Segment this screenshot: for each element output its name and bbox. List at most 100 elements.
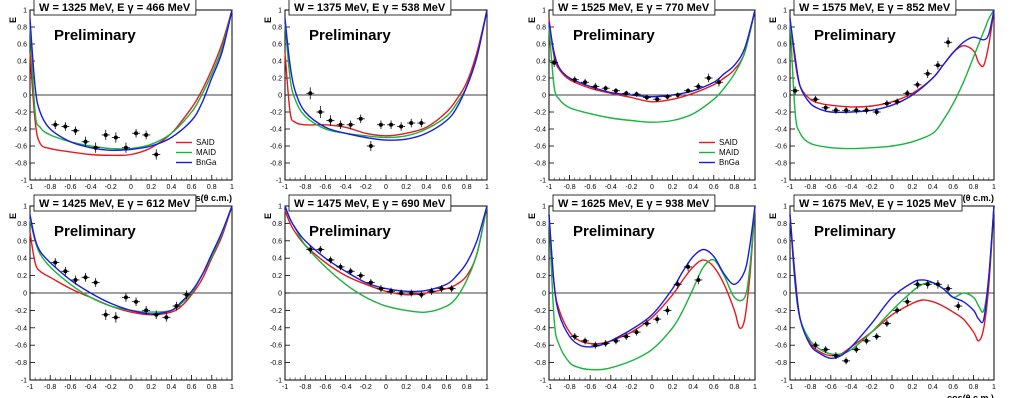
x-tick-label: 0.6 bbox=[948, 184, 958, 191]
x-tick-label: 0.4 bbox=[167, 184, 177, 191]
y-tick-label: -0.8 bbox=[534, 360, 546, 367]
data-point bbox=[338, 122, 343, 127]
data-point bbox=[154, 152, 159, 157]
x-tick-label: 1 bbox=[485, 184, 489, 191]
data-point bbox=[644, 95, 649, 100]
data-point bbox=[103, 312, 108, 317]
y-tick-label: 0 bbox=[542, 291, 546, 298]
y-tick-label: 0.6 bbox=[777, 42, 787, 49]
x-tick-label: -0.6 bbox=[584, 384, 596, 391]
data-point bbox=[935, 63, 940, 68]
data-point bbox=[675, 93, 680, 97]
data-point bbox=[552, 60, 557, 65]
data-point bbox=[93, 145, 98, 150]
chart-panel-4: -1 -0.8 -0.6 -0.4 -0.2 0 0.2 0.4 0.6 0.8 1 -1 -0.8 -0… bbox=[768, 0, 996, 203]
data-point bbox=[572, 334, 577, 339]
y-tick-label: 0.2 bbox=[536, 76, 546, 83]
y-tick-label: -0.4 bbox=[534, 127, 546, 134]
x-tick-label: -0.4 bbox=[340, 384, 352, 391]
y-tick-label: -0.8 bbox=[15, 360, 27, 367]
panel-title-box bbox=[552, 0, 716, 16]
data-point bbox=[113, 315, 118, 320]
y-tick-label: -1 bbox=[540, 178, 546, 185]
panel-title-box bbox=[288, 0, 452, 16]
x-tick-label: -0.8 bbox=[299, 184, 311, 191]
series-line-said bbox=[29, 205, 233, 316]
chart-panel-5: -1 -0.8 -0.6 -0.4 -0.2 0 0.2 0.4 0.6 0.8 1 -1 -0.8 -0… bbox=[8, 194, 234, 391]
data-point bbox=[675, 282, 680, 287]
panel-title-text: W = 1575 MeV, E γ = 852 MeV bbox=[799, 2, 951, 14]
y-tick-label: -0.6 bbox=[15, 343, 27, 350]
chart-panel-7: -1 -0.8 -0.6 -0.4 -0.2 0 0.2 0.4 0.6 0.8 1 -1 -0.8 -0… bbox=[527, 194, 757, 391]
data-point bbox=[644, 321, 649, 326]
data-point bbox=[399, 124, 404, 129]
x-tick-label: -0.2 bbox=[866, 184, 878, 191]
data-point bbox=[884, 321, 889, 326]
y-tick-label: -0.4 bbox=[534, 325, 546, 332]
y-tick-label: -0.6 bbox=[270, 144, 282, 151]
data-point bbox=[833, 108, 838, 113]
data-point bbox=[93, 280, 98, 285]
y-axis-label: E bbox=[263, 213, 273, 219]
preliminary-label: Preliminary bbox=[309, 223, 391, 240]
y-tick-label: 0.8 bbox=[777, 221, 787, 228]
data-point bbox=[813, 343, 818, 348]
data-point bbox=[308, 91, 313, 96]
series-line-maid bbox=[789, 9, 995, 150]
x-tick-label: -0.8 bbox=[44, 384, 56, 391]
x-tick-label: 0.4 bbox=[928, 384, 938, 391]
legend-entry: SAID bbox=[719, 138, 738, 147]
y-tick-label: -0.4 bbox=[270, 325, 282, 332]
data-point bbox=[154, 312, 159, 317]
y-axis-label: E bbox=[768, 17, 778, 23]
x-tick-label: -0.8 bbox=[44, 184, 56, 191]
data-point bbox=[593, 343, 598, 348]
panel-title: W = 1375 MeV, E γ = 538 MeV bbox=[288, 0, 452, 16]
legend-entry: MAID bbox=[196, 148, 216, 157]
panel-title-text: W = 1375 MeV, E γ = 538 MeV bbox=[294, 2, 446, 14]
y-tick-label: 1 bbox=[542, 204, 546, 211]
data-point bbox=[174, 304, 179, 309]
y-tick-label: 0.4 bbox=[777, 59, 787, 66]
data-point bbox=[134, 299, 139, 304]
x-tick-label: -0.2 bbox=[105, 184, 117, 191]
data-point bbox=[905, 91, 910, 96]
data-point bbox=[123, 295, 128, 300]
y-tick-label: -0.8 bbox=[270, 161, 282, 168]
data-point bbox=[603, 86, 608, 91]
x-tick-label: 0.8 bbox=[207, 184, 217, 191]
data-point bbox=[429, 289, 434, 294]
y-tick-label: 1 bbox=[278, 204, 282, 211]
data-point bbox=[328, 257, 333, 262]
data-point bbox=[823, 347, 828, 352]
data-point bbox=[915, 82, 920, 87]
y-tick-label: 0.6 bbox=[272, 42, 282, 49]
preliminary-label: Preliminary bbox=[814, 27, 896, 44]
data-point bbox=[123, 145, 128, 150]
data-point bbox=[419, 121, 424, 126]
x-tick-label: -0.6 bbox=[319, 184, 331, 191]
y-tick-label: -1 bbox=[276, 378, 282, 385]
x-tick-label: 0.4 bbox=[422, 184, 432, 191]
data-point bbox=[419, 292, 424, 297]
data-point bbox=[864, 108, 869, 113]
panel-title-box bbox=[288, 194, 452, 212]
data-point bbox=[144, 132, 149, 137]
panel-title: W = 1625 MeV, E γ = 938 MeV bbox=[552, 194, 716, 212]
series-line-maid bbox=[284, 205, 488, 314]
series-line-maid bbox=[789, 205, 995, 356]
x-tick-label: -0.8 bbox=[564, 184, 576, 191]
data-point bbox=[925, 71, 930, 76]
y-tick-label: -0.4 bbox=[270, 127, 282, 134]
x-tick-label: 0.8 bbox=[969, 184, 979, 191]
data-point bbox=[686, 88, 691, 93]
series-line-maid bbox=[29, 205, 233, 313]
panel-title-text: W = 1625 MeV, E γ = 938 MeV bbox=[558, 198, 710, 210]
data-point bbox=[935, 282, 940, 287]
y-tick-label: 0.6 bbox=[272, 238, 282, 245]
x-tick-label: -1 bbox=[27, 184, 33, 191]
data-point bbox=[73, 277, 78, 282]
x-tick-label: 0.6 bbox=[442, 384, 452, 391]
